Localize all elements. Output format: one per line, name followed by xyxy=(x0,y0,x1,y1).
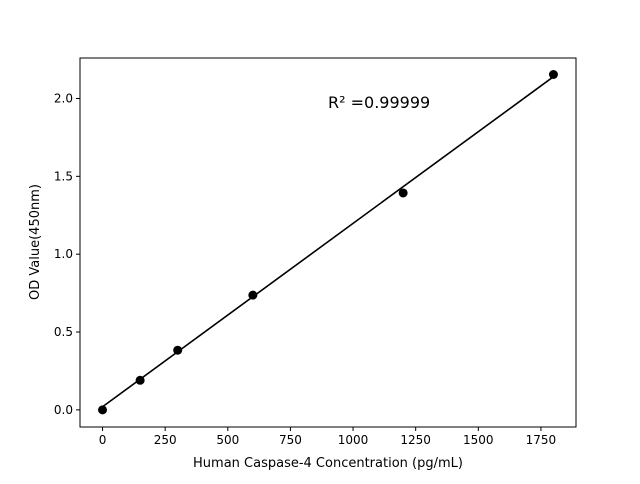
x-axis-label: Human Caspase-4 Concentration (pg/mL) xyxy=(193,456,463,471)
data-point xyxy=(98,405,108,415)
data-point xyxy=(248,290,258,300)
data-point xyxy=(398,188,408,198)
y-tick-label: 2.0 xyxy=(54,91,73,105)
data-point xyxy=(173,345,183,355)
x-tick-label: 1750 xyxy=(526,433,557,447)
y-tick-label: 1.5 xyxy=(54,169,73,183)
y-axis-label: OD Value(450nm) xyxy=(28,184,43,300)
x-tick-label: 0 xyxy=(99,433,107,447)
r-squared-annotation: R² =0.99999 xyxy=(328,93,430,112)
x-tick-label: 1500 xyxy=(463,433,494,447)
y-tick-label: 0.5 xyxy=(54,325,73,339)
data-point xyxy=(548,70,558,80)
x-tick-label: 250 xyxy=(154,433,177,447)
y-tick-label: 1.0 xyxy=(54,247,73,261)
x-tick-label: 1250 xyxy=(400,433,431,447)
x-tick-label: 750 xyxy=(279,433,302,447)
y-tick-label: 0.0 xyxy=(54,403,73,417)
x-tick-label: 500 xyxy=(216,433,239,447)
x-tick-label: 1000 xyxy=(338,433,369,447)
data-point xyxy=(135,375,145,385)
